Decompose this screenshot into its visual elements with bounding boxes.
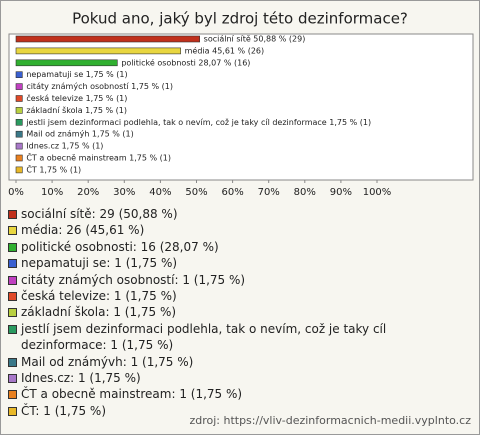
legend-item: nepamatuji se: 1 (1,75 %) (8, 255, 428, 271)
legend-label: Mail od známývh: 1 (1,75 %) (21, 354, 194, 369)
value-label: nepamatuji se 1,75 % (1) (26, 70, 127, 79)
legend-item: ČT: 1 (1,75 %) (8, 403, 428, 419)
source: zdroj: https://vliv-dezinformacnich-medi… (189, 414, 471, 427)
value-label: média 45,61 % (26) (185, 45, 264, 55)
x-tick-label: 50% (185, 187, 207, 198)
legend-item: jestlí jsem dezinformaci podlehla, tak o… (8, 321, 428, 354)
legend-swatch (8, 357, 17, 367)
legend-label: citáty známých osobností: 1 (1,75 %) (21, 272, 246, 287)
legend-label: ČT: 1 (1,75 %) (21, 403, 106, 418)
legend-label: ČT a obecně mainstream: 1 (1,75 %) (21, 387, 243, 402)
chart-title: Pokud ano, jaký byl zdroj této dezinform… (72, 10, 408, 28)
x-tick-label: 80% (294, 187, 316, 198)
legend-swatch (8, 390, 17, 400)
legend-swatch (8, 242, 17, 252)
value-label: citáty známých osobností 1,75 % (1) (26, 82, 173, 91)
value-label: Mail od známýh 1,75 % (1) (26, 130, 133, 139)
bar (15, 95, 23, 102)
bar (15, 119, 23, 126)
bar (15, 166, 23, 174)
value-label: sociální sítě 50,88 % (29) (204, 35, 306, 44)
legend-swatch (8, 374, 17, 384)
value-label: ČT a obecně mainstream 1,75 % (1) (26, 152, 171, 163)
bar (15, 154, 23, 162)
legend-label: základní škola: 1 (1,75 %) (21, 305, 177, 320)
bar (15, 71, 23, 78)
legend-swatch (8, 308, 17, 318)
value-label: základní škola 1,75 % (1) (26, 105, 127, 115)
bar (15, 83, 23, 90)
legend-item: média: 26 (45,61 %) (8, 222, 428, 238)
x-tick-label: 90% (330, 187, 352, 198)
legend-item: Mail od známývh: 1 (1,75 %) (8, 354, 428, 370)
value-label: jestli jsem dezinformaci podlehla, tak o… (25, 118, 371, 127)
legend-item: česká televize: 1 (1,75 %) (8, 288, 428, 304)
bar (15, 107, 23, 114)
legend-swatch (8, 292, 17, 302)
x-tick-label: 70% (258, 187, 280, 198)
legend-label: nepamatuji se: 1 (1,75 %) (21, 256, 178, 271)
legend-item: ČT a obecně mainstream: 1 (1,75 %) (8, 386, 428, 402)
legend-item: politické osobnosti: 16 (28,07 %) (8, 239, 428, 255)
legend-label: sociální sítě: 29 (50,88 %) (21, 207, 178, 221)
legend-label: média: 26 (45,61 %) (21, 223, 145, 238)
x-tick-label: 20% (77, 187, 99, 198)
legend-label: politické osobnosti: 16 (28,07 %) (21, 239, 219, 254)
plot-area (8, 33, 474, 181)
legend-swatch (8, 259, 17, 269)
value-label: politické osobnosti 28,07 % (16) (121, 57, 250, 67)
legend-item: citáty známých osobností: 1 (1,75 %) (8, 272, 428, 288)
x-tick-label: 30% (113, 187, 135, 198)
value-label: česká televize 1,75 % (1) (26, 93, 127, 103)
bar (15, 142, 23, 150)
plot: Pokud ano, jaký byl zdroj této dezinform… (8, 10, 474, 198)
legend-item: sociální sítě: 29 (50,88 %) (8, 206, 428, 222)
bar (15, 47, 181, 55)
legend-item: základní škola: 1 (1,75 %) (8, 304, 428, 320)
value-label: Idnes.cz 1,75 % (1) (26, 142, 103, 151)
x-tick-label: 0% (8, 187, 24, 198)
bar (15, 59, 118, 67)
legend-label: česká televize: 1 (1,75 %) (21, 289, 177, 304)
legend-swatch (8, 275, 17, 285)
legend-swatch (8, 226, 17, 236)
legend: sociální sítě: 29 (50,88 %) média: 26 (45… (8, 206, 428, 419)
x-tick-label: 40% (149, 187, 171, 198)
x-tick-label: 60% (221, 187, 243, 198)
bar (15, 130, 23, 138)
legend-swatch (8, 324, 17, 334)
value-label: ČT 1,75 % (1) (26, 163, 81, 174)
bar (15, 35, 200, 43)
legend-label: jestlí jsem dezinformaci podlehla, tak o… (21, 321, 387, 353)
x-tick-label: 10% (41, 187, 63, 198)
x-tick-label: 100% (363, 187, 392, 198)
legend-item: Idnes.cz: 1 (1,75 %) (8, 370, 428, 386)
legend-swatch (8, 210, 17, 219)
legend-label: Idnes.cz: 1 (1,75 %) (21, 371, 141, 386)
legend-swatch (8, 406, 17, 416)
